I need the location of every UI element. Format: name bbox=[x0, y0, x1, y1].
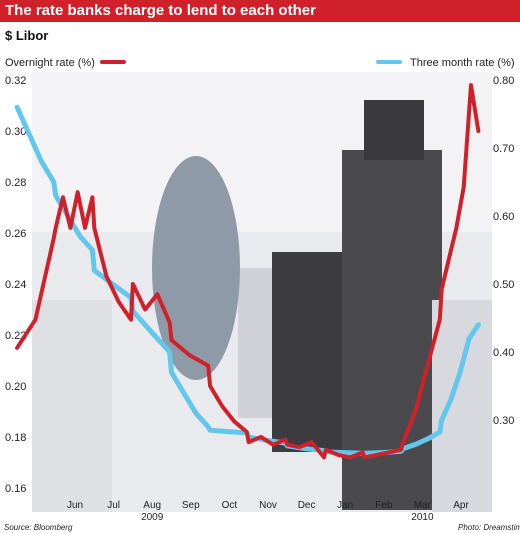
title-bar: The rate banks charge to lend to each ot… bbox=[0, 0, 520, 22]
right-tick-label: 0.50 bbox=[493, 279, 514, 291]
x-tick-label: Dec bbox=[298, 500, 316, 511]
x-tick-label: Jan bbox=[337, 500, 353, 511]
left-tick-label: 0.30 bbox=[5, 126, 26, 138]
chart-title: The rate banks charge to lend to each ot… bbox=[5, 2, 316, 19]
x-axis: Jun Jul Aug Sep Oct Nov Dec Jan Feb Mar Apr 2009 201… bbox=[67, 500, 470, 523]
right-tick-label: 0.60 bbox=[493, 211, 514, 223]
legend-three-month: Three month rate (%) bbox=[376, 57, 515, 69]
left-tick-label: 0.18 bbox=[5, 432, 26, 444]
right-tick-label: 0.80 bbox=[493, 75, 514, 87]
left-tick-label: 0.28 bbox=[5, 177, 26, 189]
left-tick-label: 0.24 bbox=[5, 279, 26, 291]
x-tick-label: Oct bbox=[222, 500, 238, 511]
source-note: Source: Bloomberg bbox=[4, 523, 73, 532]
legend-overnight: Overnight rate (%) bbox=[5, 57, 126, 69]
left-tick-label: 0.26 bbox=[5, 228, 26, 240]
photo-credit: Photo: Dreamstime bbox=[458, 523, 520, 532]
left-axis: 0.160.180.200.220.240.260.280.300.32 bbox=[5, 75, 26, 495]
x-tick-label: Feb bbox=[375, 500, 393, 511]
x-tick-label: Aug bbox=[143, 500, 161, 511]
x-tick-label: Nov bbox=[259, 500, 277, 511]
x-tick-label: Mar bbox=[414, 500, 432, 511]
background-photo bbox=[32, 72, 492, 512]
right-axis: 0.30 0.40 0.50 0.60 0.70 0.80 bbox=[493, 75, 514, 427]
left-tick-label: 0.20 bbox=[5, 381, 26, 393]
right-tick-label: 0.70 bbox=[493, 143, 514, 155]
left-tick-label: 0.16 bbox=[5, 483, 26, 495]
left-tick-label: 0.32 bbox=[5, 75, 26, 87]
year-label: 2010 bbox=[411, 512, 434, 523]
overnight-rate-line bbox=[15, 83, 481, 460]
x-tick-label: Jun bbox=[67, 500, 83, 511]
right-tick-label: 0.30 bbox=[493, 415, 514, 427]
x-tick-label: Apr bbox=[453, 500, 469, 511]
chart-subtitle: $ Libor bbox=[5, 28, 49, 43]
year-label: 2009 bbox=[141, 512, 164, 523]
right-tick-label: 0.40 bbox=[493, 347, 514, 359]
x-tick-label: Sep bbox=[182, 500, 200, 511]
series-lines bbox=[14, 83, 481, 460]
legend-three-month-label: Three month rate (%) bbox=[410, 57, 515, 69]
legend-overnight-label: Overnight rate (%) bbox=[5, 57, 95, 69]
x-tick-label: Jul bbox=[107, 500, 120, 511]
